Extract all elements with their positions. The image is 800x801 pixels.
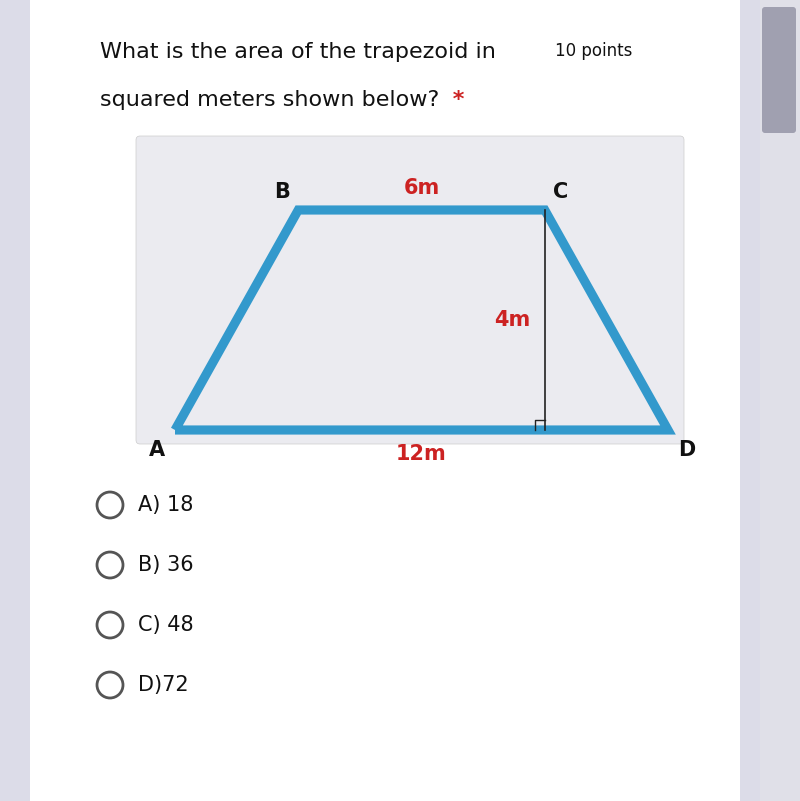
Text: 4m: 4m [494, 310, 530, 330]
FancyBboxPatch shape [762, 7, 796, 133]
Text: A) 18: A) 18 [138, 495, 194, 515]
Bar [760, 0, 800, 801]
Bar [30, 0, 740, 801]
Text: D)72: D)72 [138, 675, 189, 695]
Text: 12m: 12m [396, 444, 447, 464]
FancyBboxPatch shape [136, 136, 684, 444]
Text: C) 48: C) 48 [138, 615, 194, 635]
Text: A: A [149, 440, 165, 460]
Text: *: * [445, 90, 464, 110]
Text: 10 points: 10 points [555, 42, 632, 60]
Text: 6m: 6m [403, 178, 440, 198]
Text: B: B [274, 182, 290, 202]
Text: C: C [553, 182, 568, 202]
Text: What is the area of the trapezoid in: What is the area of the trapezoid in [100, 42, 496, 62]
Text: D: D [678, 440, 695, 460]
Text: B) 36: B) 36 [138, 555, 194, 575]
Text: squared meters shown below?: squared meters shown below? [100, 90, 439, 110]
